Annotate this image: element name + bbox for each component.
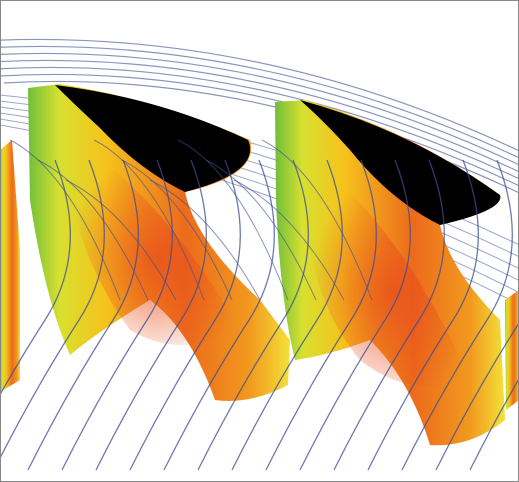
cfd-image xyxy=(0,0,519,482)
